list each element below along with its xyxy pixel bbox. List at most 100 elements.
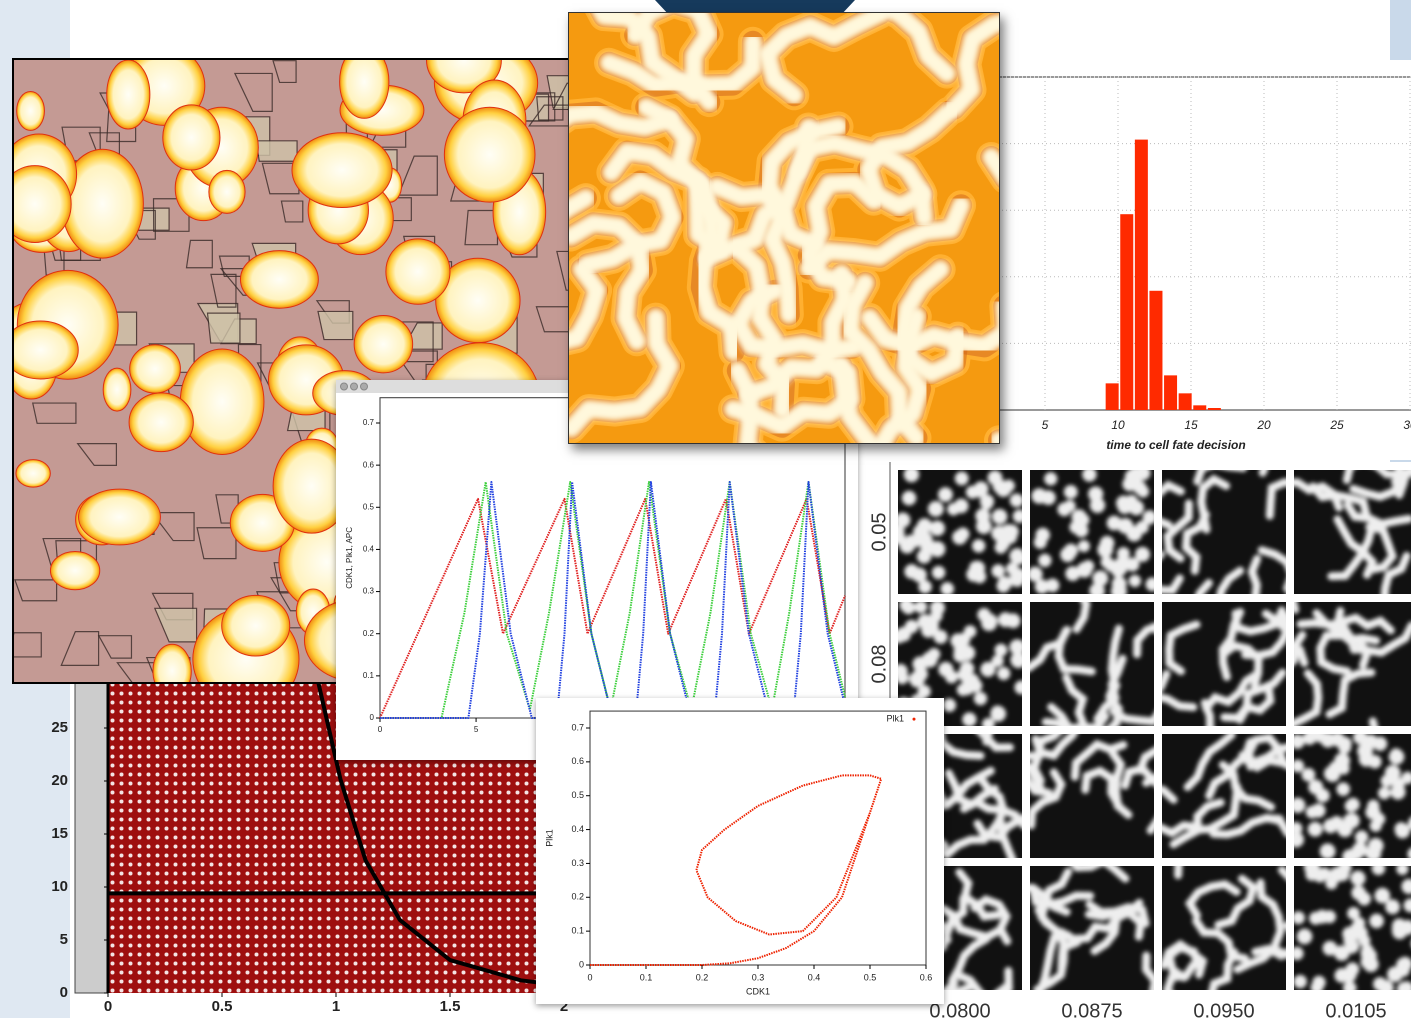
- column-label: 0.0875: [1061, 1000, 1122, 1018]
- spot: [1336, 782, 1350, 796]
- cell-blob: [103, 368, 131, 411]
- cell-blob: [50, 551, 99, 589]
- spot: [1374, 888, 1390, 904]
- spot: [980, 494, 994, 508]
- spot: [1336, 867, 1350, 881]
- bar: [1135, 140, 1148, 410]
- y-tick-label: 0.6: [363, 460, 375, 469]
- spot: [1060, 547, 1075, 562]
- spot: [981, 615, 997, 631]
- y-tick-label: 0.5: [363, 502, 375, 511]
- cell-blob: [163, 105, 220, 170]
- y-tick-label: 0.2: [571, 892, 584, 902]
- spot: [1041, 490, 1056, 505]
- y-axis-label: CDK1, Plk1, APC: [345, 527, 354, 589]
- cell-blob: [129, 393, 193, 452]
- spot: [914, 667, 928, 681]
- x-tick-label: 0: [587, 972, 592, 982]
- spot: [991, 564, 1005, 578]
- spot: [1038, 554, 1051, 567]
- spot: [954, 499, 969, 514]
- column-label: 0.0105: [1325, 1000, 1386, 1018]
- x-tick-label: 1.5: [440, 998, 461, 1015]
- spot: [1385, 899, 1400, 914]
- spot: [1347, 907, 1360, 920]
- cell-blob: [17, 91, 45, 130]
- spot: [1329, 761, 1343, 775]
- pattern-tile: [1028, 465, 1160, 599]
- spot: [957, 633, 970, 646]
- spot: [954, 644, 967, 657]
- y-tick-label: 15: [51, 825, 68, 842]
- spot: [1078, 540, 1090, 552]
- spot: [1013, 552, 1026, 565]
- cell-outline: [208, 313, 240, 343]
- legend-marker: [913, 718, 916, 721]
- spot: [1396, 958, 1411, 973]
- window-button: [351, 383, 358, 390]
- x-tick-label: 25: [1329, 418, 1344, 432]
- spot: [1389, 749, 1405, 765]
- stripe-halo: [999, 440, 1000, 444]
- spot: [1311, 803, 1325, 817]
- spot: [938, 662, 953, 677]
- spot: [992, 509, 1007, 524]
- x-tick-label: 0: [378, 725, 383, 734]
- spot: [921, 623, 936, 638]
- spot: [1392, 778, 1405, 791]
- bar: [1164, 375, 1177, 410]
- bar: [1120, 214, 1133, 410]
- spot: [962, 678, 975, 691]
- spot: [1359, 751, 1374, 766]
- y-tick-label: 0.7: [363, 418, 375, 427]
- y-tick-label: 0.7: [571, 722, 584, 732]
- spot: [1352, 842, 1367, 857]
- page: 051015202500.511.52 51015202530time to c…: [0, 0, 1411, 1018]
- spot: [1320, 843, 1336, 859]
- spot: [1126, 526, 1142, 542]
- y-tick-label: 0.5: [571, 790, 584, 800]
- bar: [1193, 405, 1206, 410]
- spot: [1107, 516, 1122, 531]
- histogram-chart: 51015202530time to cell fate decision: [998, 60, 1411, 460]
- y-tick-label: 0.4: [571, 824, 584, 834]
- x-tick-label: 5: [1042, 418, 1049, 432]
- spot: [1291, 760, 1304, 773]
- spot: [998, 612, 1013, 627]
- x-axis-label: time to cell fate decision: [1106, 438, 1245, 452]
- y-tick-label: 25: [51, 719, 68, 736]
- spot: [956, 528, 969, 541]
- y-tick-label: 0.4: [363, 545, 375, 554]
- spot: [928, 501, 944, 517]
- spot: [1308, 780, 1323, 795]
- spot: [896, 627, 911, 642]
- spot: [1044, 472, 1057, 485]
- spot: [1315, 910, 1329, 924]
- cell-outline: [318, 311, 353, 339]
- cell-outline: [256, 141, 297, 161]
- spot: [1013, 510, 1027, 524]
- spot: [1396, 863, 1408, 875]
- spot: [1117, 499, 1132, 514]
- y-tick-label: 0.2: [363, 629, 375, 638]
- cell-blob: [292, 133, 392, 208]
- spot: [1088, 486, 1103, 501]
- spot: [1130, 472, 1142, 484]
- x-tick-label: 0: [104, 998, 112, 1015]
- spot: [1343, 981, 1357, 995]
- spot: [1082, 560, 1094, 572]
- spot: [1372, 862, 1386, 876]
- spot: [1350, 871, 1365, 886]
- y-tick-label: 0: [579, 959, 584, 969]
- spot: [904, 564, 919, 579]
- cell-blob: [444, 107, 535, 202]
- pattern-tile: [1288, 727, 1411, 864]
- spot: [1308, 822, 1323, 837]
- y-tick-label: 0: [370, 713, 375, 722]
- spot: [1012, 653, 1025, 666]
- x-tick-label: 0.3: [752, 972, 765, 982]
- spot: [995, 644, 1008, 657]
- x-axis-label: CDK1: [746, 986, 770, 996]
- spot: [1297, 929, 1313, 945]
- spot: [1073, 512, 1087, 526]
